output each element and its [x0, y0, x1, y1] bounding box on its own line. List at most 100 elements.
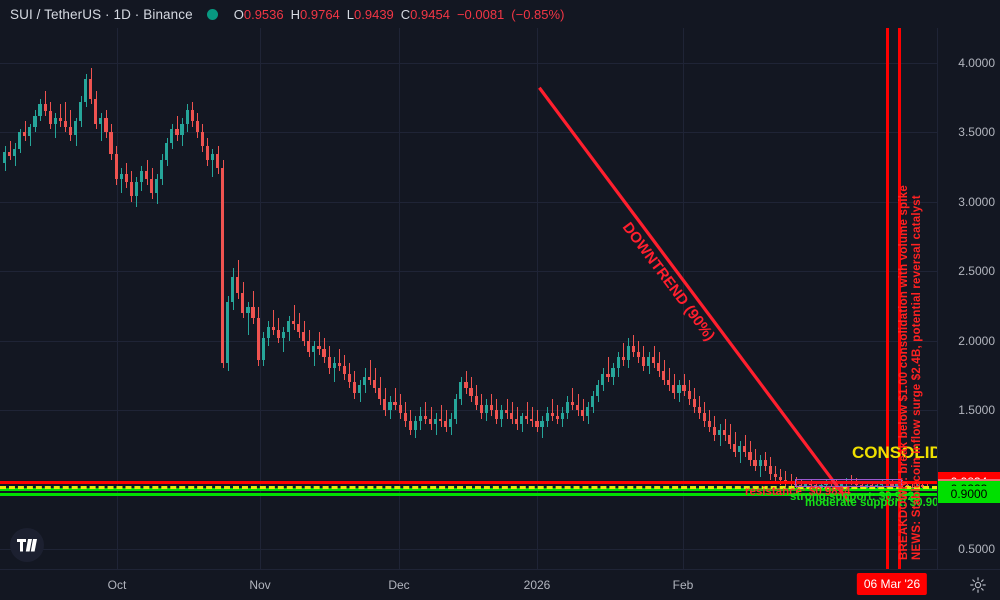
- candle-body: [251, 307, 255, 319]
- candle-wick: [542, 415, 543, 438]
- candle-body: [459, 382, 463, 400]
- candle-body: [707, 421, 711, 427]
- ohlc-open-value: 0.9536: [243, 6, 284, 22]
- candle-wick: [816, 481, 817, 490]
- candle-body: [292, 321, 296, 324]
- candle-body: [646, 357, 651, 366]
- grid-line-horizontal: [0, 62, 938, 64]
- candle-body: [423, 415, 427, 419]
- candle-body: [246, 307, 250, 313]
- candle-wick: [907, 481, 908, 488]
- ohlc-low-label: L: [346, 6, 355, 22]
- candle-body: [33, 115, 37, 127]
- candle-body: [302, 332, 306, 341]
- annotation-layer: DOWNTREND (90%) CONSOLIDATION resistance…: [0, 28, 938, 570]
- candle-body: [434, 418, 438, 425]
- candle-body: [799, 485, 803, 487]
- candle-body: [555, 415, 559, 419]
- candle-body: [474, 396, 478, 405]
- candle-body: [129, 182, 133, 197]
- candle-wick: [446, 410, 447, 433]
- candle-body: [332, 362, 336, 369]
- candle-body: [327, 357, 331, 369]
- downtrend-trendline: [538, 86, 851, 503]
- current-date-badge[interactable]: 06 Mar '26: [856, 573, 928, 595]
- tradingview-logo[interactable]: [10, 528, 44, 562]
- candle-wick: [431, 407, 432, 430]
- candle-body: [743, 446, 747, 452]
- candle-body: [768, 465, 772, 475]
- change-absolute: −0.0081: [456, 6, 505, 22]
- candle-body: [241, 293, 245, 313]
- breakdown-event-label: BREAKDOWN: break below $1.00 consolidati…: [898, 185, 910, 560]
- gear-icon[interactable]: [970, 577, 986, 593]
- candle-wick: [370, 360, 371, 386]
- candle-wick: [532, 407, 533, 427]
- candle-body: [261, 337, 265, 361]
- candle-body: [48, 111, 52, 124]
- candle-body: [124, 173, 128, 183]
- candle-body: [712, 426, 717, 436]
- market-status-dot: [206, 8, 218, 20]
- candle-body: [905, 485, 909, 487]
- symbol-title[interactable]: SUI / TetherUS · 1D · Binance: [10, 6, 193, 22]
- candle-body: [134, 182, 138, 197]
- candle-body: [99, 118, 103, 124]
- moderate-support-label: moderate support: $0.9000: [805, 496, 938, 509]
- candle-body: [728, 435, 732, 444]
- candle-body: [763, 460, 767, 466]
- candle-body: [175, 129, 179, 135]
- candle-body: [398, 404, 402, 413]
- candle-body: [758, 460, 762, 466]
- candle-body: [890, 483, 894, 487]
- candle-wick: [65, 101, 66, 133]
- candle-body: [677, 385, 681, 394]
- price-tick: 2.5000: [958, 264, 995, 279]
- candle-body: [900, 483, 904, 486]
- candle-body: [68, 126, 73, 135]
- candle-body: [114, 154, 118, 180]
- candle-body: [652, 357, 656, 363]
- candle-body: [717, 429, 722, 436]
- candle-wick: [25, 121, 26, 141]
- candle-body: [89, 79, 93, 99]
- price-badge[interactable]: 0.9000: [938, 485, 1000, 503]
- chart-plot-area[interactable]: DOWNTREND (90%) CONSOLIDATION resistance…: [0, 28, 938, 570]
- time-tick: Dec: [388, 578, 410, 592]
- candle-body: [489, 404, 493, 411]
- candle-body: [672, 385, 676, 394]
- consolidation-label: CONSOLIDATION: [852, 443, 938, 462]
- candle-body: [383, 399, 387, 411]
- price-tick: 3.5000: [958, 125, 995, 140]
- candle-body: [550, 412, 554, 416]
- candle-body: [601, 374, 605, 386]
- candle-wick: [720, 424, 721, 447]
- candle-wick: [273, 310, 274, 336]
- candle-wick: [294, 304, 295, 330]
- candle-body: [641, 357, 646, 366]
- candle-body: [297, 324, 301, 333]
- candle-wick: [537, 410, 538, 433]
- candle-body: [895, 483, 899, 487]
- candle-body: [408, 421, 412, 430]
- candle-body: [773, 474, 777, 477]
- price-scale[interactable]: 4.0000 3.5000 3.0000 2.5000 2.0000 1.5000 0.50…: [937, 28, 1000, 570]
- candle-wick: [872, 481, 873, 488]
- candle-body: [236, 276, 240, 294]
- candle-body: [231, 276, 235, 302]
- candle-wick: [512, 401, 513, 425]
- grid-line-horizontal: [0, 340, 938, 342]
- candle-body: [515, 418, 519, 425]
- candle-body: [43, 104, 47, 112]
- candle-wick: [283, 326, 284, 352]
- candle-body: [591, 396, 595, 408]
- candle-wick: [339, 349, 340, 372]
- candle-wick: [684, 374, 685, 397]
- candle-body: [692, 399, 696, 408]
- candle-body: [170, 129, 174, 144]
- time-scale[interactable]: Oct Nov Dec 2026 Feb 06 Mar '26: [0, 569, 1000, 600]
- candle-wick: [45, 90, 46, 116]
- candle-body: [570, 401, 575, 405]
- candle-body: [286, 321, 291, 333]
- candle-wick: [557, 404, 558, 425]
